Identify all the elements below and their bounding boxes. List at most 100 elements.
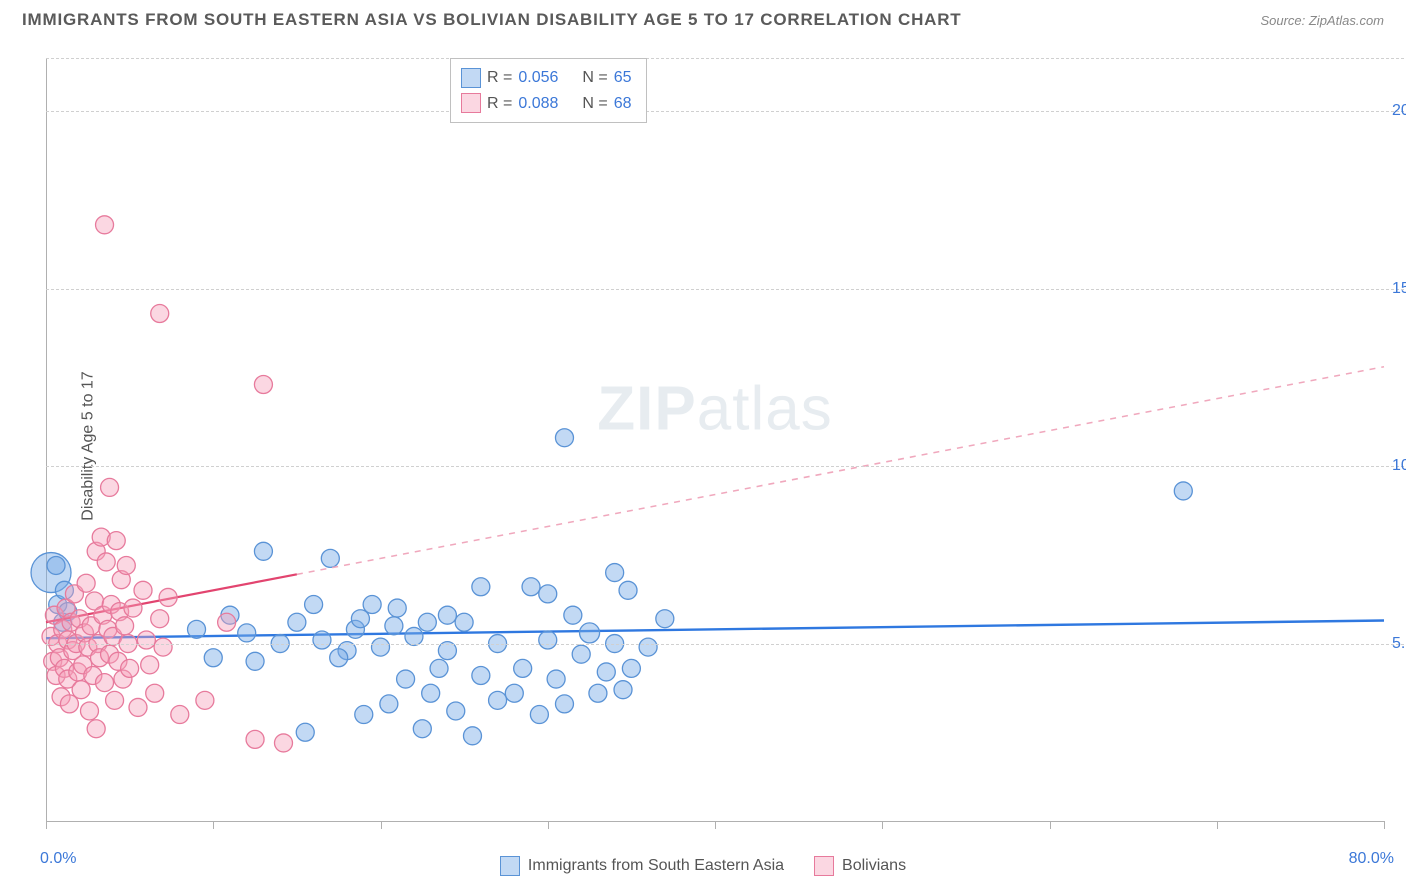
data-point-blue [47,556,65,574]
y-tick-label: 5.0% [1386,635,1406,653]
x-tick [1384,821,1385,829]
data-point-blue [388,599,406,617]
y-tick-label: 15.0% [1386,280,1406,298]
data-point-blue [313,631,331,649]
data-point-blue [514,659,532,677]
data-point-pink [116,617,134,635]
bottom-legend: Immigrants from South Eastern Asia Boliv… [0,856,1406,876]
x-tick [715,821,716,829]
data-point-blue [418,613,436,631]
legend-swatch-pink [814,856,834,876]
x-tick [548,821,549,829]
legend-swatch-blue [461,68,481,88]
source-attribution: Source: ZipAtlas.com [1260,13,1384,28]
data-point-blue [580,623,600,643]
x-zero-label: 0.0% [40,850,76,868]
data-point-blue [246,652,264,670]
data-point-pink [96,216,114,234]
correlation-legend: R = 0.056 N = 65 R = 0.088 N = 68 [450,58,647,123]
data-point-blue [321,549,339,567]
data-point-pink [141,656,159,674]
x-tick [1050,821,1051,829]
data-point-pink [97,553,115,571]
data-point-pink [171,706,189,724]
x-tick [1217,821,1218,829]
data-point-pink [151,610,169,628]
legend-r-value: 0.056 [518,65,558,91]
data-point-blue [204,649,222,667]
data-point-blue [572,645,590,663]
data-point-pink [146,684,164,702]
data-point-pink [137,631,155,649]
legend-r-label: R = [487,65,512,91]
legend-n-label: N = [582,91,607,117]
gridline-h [46,644,1404,645]
data-point-blue [472,666,490,684]
data-point-pink [77,574,95,592]
data-point-blue [555,429,573,447]
data-point-blue [380,695,398,713]
data-point-pink [124,599,142,617]
data-point-blue [606,564,624,582]
data-point-blue [463,727,481,745]
data-point-blue [296,723,314,741]
gridline-h [46,58,1404,59]
data-point-pink [159,588,177,606]
data-point-pink [134,581,152,599]
data-point-blue [447,702,465,720]
gridline-h [46,111,1404,112]
x-tick [882,821,883,829]
data-point-blue [455,613,473,631]
data-point-blue [372,638,390,656]
data-point-blue [522,578,540,596]
gridline-h [46,289,1404,290]
legend-r-value: 0.088 [518,91,558,117]
data-point-blue [539,631,557,649]
data-point-blue [472,578,490,596]
data-point-blue [622,659,640,677]
data-point-pink [101,478,119,496]
data-point-pink [96,674,114,692]
legend-row-blue: R = 0.056 N = 65 [461,65,632,91]
data-point-blue [530,706,548,724]
data-point-blue [597,663,615,681]
legend-n-value: 65 [614,65,632,91]
gridline-h [46,466,1404,467]
data-point-pink [196,691,214,709]
data-point-blue [430,659,448,677]
data-point-pink [107,532,125,550]
x-max-label: 80.0% [1349,850,1394,868]
data-point-blue [413,720,431,738]
data-point-blue [351,610,369,628]
data-point-blue [254,542,272,560]
data-point-blue [288,613,306,631]
data-point-blue [505,684,523,702]
data-point-pink [129,698,147,716]
data-point-pink [80,702,98,720]
data-point-blue [614,681,632,699]
legend-row-pink: R = 0.088 N = 68 [461,91,632,117]
x-tick [46,821,47,829]
data-point-blue [564,606,582,624]
legend-swatch-blue [500,856,520,876]
bottom-legend-item-blue: Immigrants from South Eastern Asia [500,856,784,876]
chart-header: IMMIGRANTS FROM SOUTH EASTERN ASIA VS BO… [0,0,1406,30]
data-point-blue [397,670,415,688]
data-point-blue [539,585,557,603]
chart-svg [46,58,1384,821]
legend-swatch-pink [461,93,481,113]
bottom-legend-label: Bolivians [842,857,906,875]
x-tick [381,821,382,829]
data-point-blue [656,610,674,628]
data-point-pink [151,305,169,323]
y-tick-label: 20.0% [1386,102,1406,120]
data-point-pink [154,638,172,656]
data-point-pink [87,720,105,738]
data-point-pink [274,734,292,752]
trend-line-dash-pink [297,367,1384,575]
y-tick-label: 10.0% [1386,457,1406,475]
legend-n-value: 68 [614,91,632,117]
data-point-pink [121,659,139,677]
data-point-pink [218,613,236,631]
data-point-pink [246,730,264,748]
